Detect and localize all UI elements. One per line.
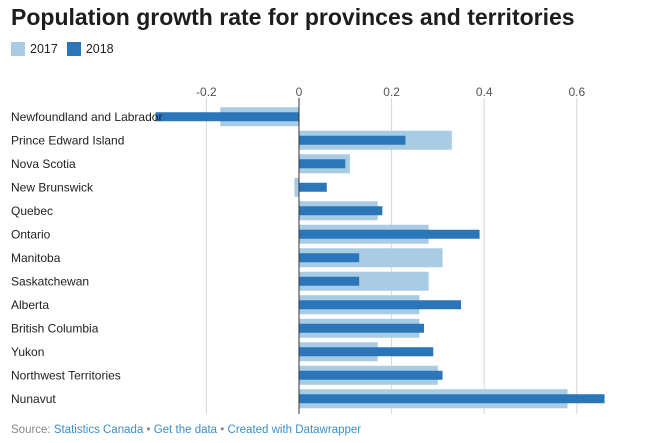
bar-chart: -0.2 0 0.2 0.4 0.6 Newfoundland and Labrador P… [11,85,605,414]
legend-swatch-2018 [66,42,81,56]
category-label: Newfoundland and Labrador [11,110,162,124]
source-link[interactable]: Statistics Canada [53,424,144,436]
bar-2018 [155,112,299,122]
x-tick-label: 0.2 [383,85,400,99]
legend-item-2017: 2017 [11,42,58,56]
category-label: Prince Edward Island [11,133,124,147]
x-tick-label: 0.4 [476,85,493,99]
bar-2018 [299,253,360,263]
category-label: Yukon [11,345,44,359]
bar-2018 [299,300,462,310]
chart-title: Population growth rate for provinces and… [11,4,575,30]
bar-2018 [299,135,406,145]
bar-2018 [299,370,443,380]
category-label: Manitoba [11,251,61,265]
legend-item-2018: 2018 [66,42,114,56]
category-label: New Brunswick [11,180,94,194]
category-label: Northwest Territories [11,368,121,382]
category-label: Ontario [11,227,51,241]
x-tick-label: 0 [296,85,303,99]
legend-swatch-2017 [11,42,25,56]
bar-2018 [299,206,383,216]
bar-2018 [299,347,434,357]
source-label: Source: [11,424,51,436]
category-label: Alberta [11,298,49,312]
category-label: British Columbia [11,321,99,335]
bar-2017 [294,177,299,197]
category-label: Saskatchewan [11,274,89,288]
separator: • [220,424,225,436]
legend: 2017 2018 [11,42,123,56]
footer: Source: Statistics Canada • Get the data… [11,424,361,436]
datawrapper-link[interactable]: Created with Datawrapper [227,424,362,436]
category-label: Nova Scotia [11,157,76,171]
get-data-link[interactable]: Get the data [153,424,218,436]
x-tick-label: 0.6 [568,85,585,99]
bar-2018 [299,323,425,333]
legend-label-2018: 2018 [85,42,114,56]
bar-2018 [299,182,327,192]
bar-2017 [299,248,443,268]
bar-2018 [299,229,480,239]
legend-label-2017: 2017 [30,42,58,56]
bar-2018 [299,394,605,404]
bar-2017 [299,271,429,291]
category-label: Nunavut [11,392,56,406]
x-tick-label: -0.2 [196,85,217,99]
category-label: Quebec [11,204,53,218]
bar-2018 [299,159,346,169]
bar-2018 [299,276,360,286]
separator: • [146,424,151,436]
